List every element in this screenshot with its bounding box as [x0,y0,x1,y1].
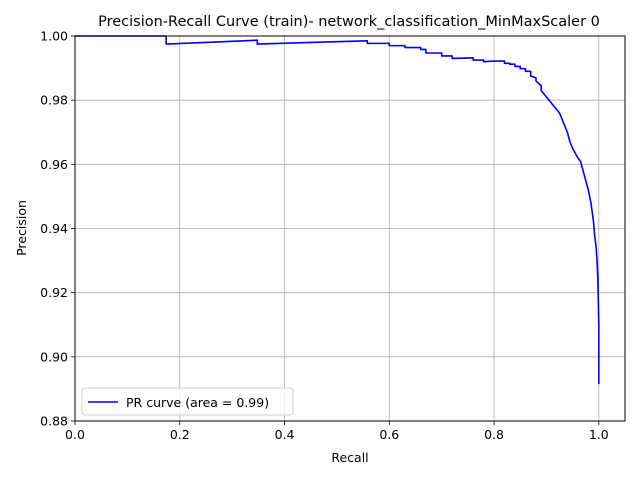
y-axis: 0.88 0.90 0.92 0.94 0.96 0.98 1.00 [40,29,75,429]
y-tick-label: 0.92 [40,285,68,300]
x-axis-label: Recall [331,450,368,465]
y-tick-label: 0.90 [40,349,68,364]
x-tick-label: 0.6 [379,427,399,442]
y-tick-label: 0.96 [40,157,68,172]
pr-curve-line [75,35,600,385]
y-tick-label: 0.98 [40,93,68,108]
y-tick-label: 0.94 [40,221,68,236]
x-axis: 0.0 0.2 0.4 0.6 0.8 1.0 [65,421,609,442]
legend: PR curve (area = 0.99) [81,387,294,416]
y-tick-label: 1.00 [40,29,68,44]
chart-title: Precision-Recall Curve (train)- network_… [98,14,600,30]
x-tick-label: 1.0 [589,427,609,442]
grid [74,35,625,422]
legend-box [81,387,294,416]
x-tick-label: 0.0 [65,427,85,442]
series-layer [75,35,600,385]
y-tick-label: 0.88 [40,414,68,429]
x-tick-label: 0.2 [170,427,190,442]
x-tick-label: 0.4 [275,427,295,442]
legend-label: PR curve (area = 0.99) [126,395,269,410]
x-tick-label: 0.8 [484,427,504,442]
y-axis-label: Precision [14,200,29,256]
